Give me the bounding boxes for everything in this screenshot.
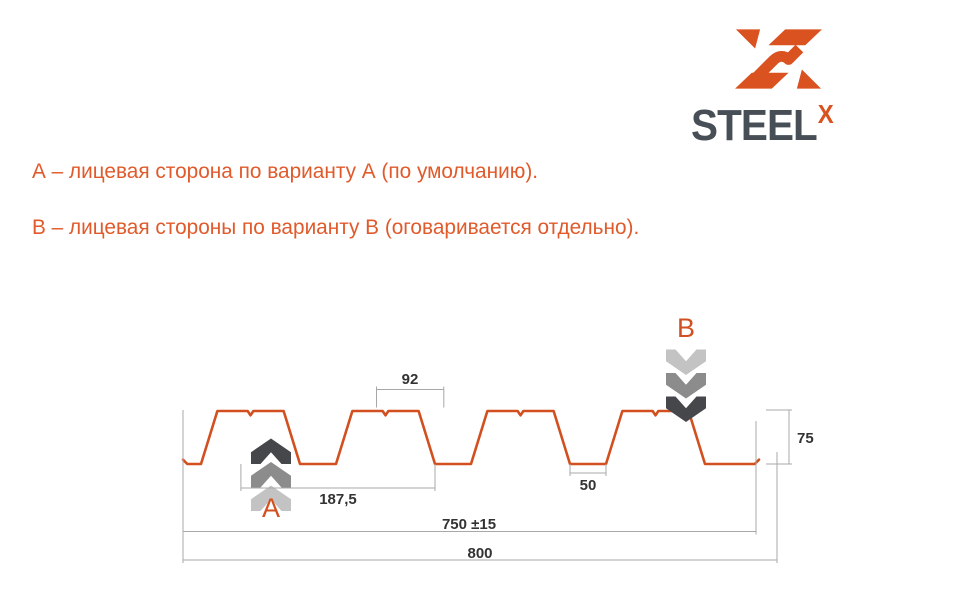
svg-text:187,5: 187,5 — [319, 491, 357, 508]
svg-text:A: A — [262, 493, 280, 523]
svg-text:92: 92 — [402, 371, 419, 388]
svg-text:800: 800 — [467, 545, 492, 562]
svg-text:B: B — [677, 313, 695, 343]
svg-text:75: 75 — [797, 430, 814, 447]
svg-text:50: 50 — [580, 477, 597, 494]
svg-text:750 ±15: 750 ±15 — [442, 516, 496, 533]
